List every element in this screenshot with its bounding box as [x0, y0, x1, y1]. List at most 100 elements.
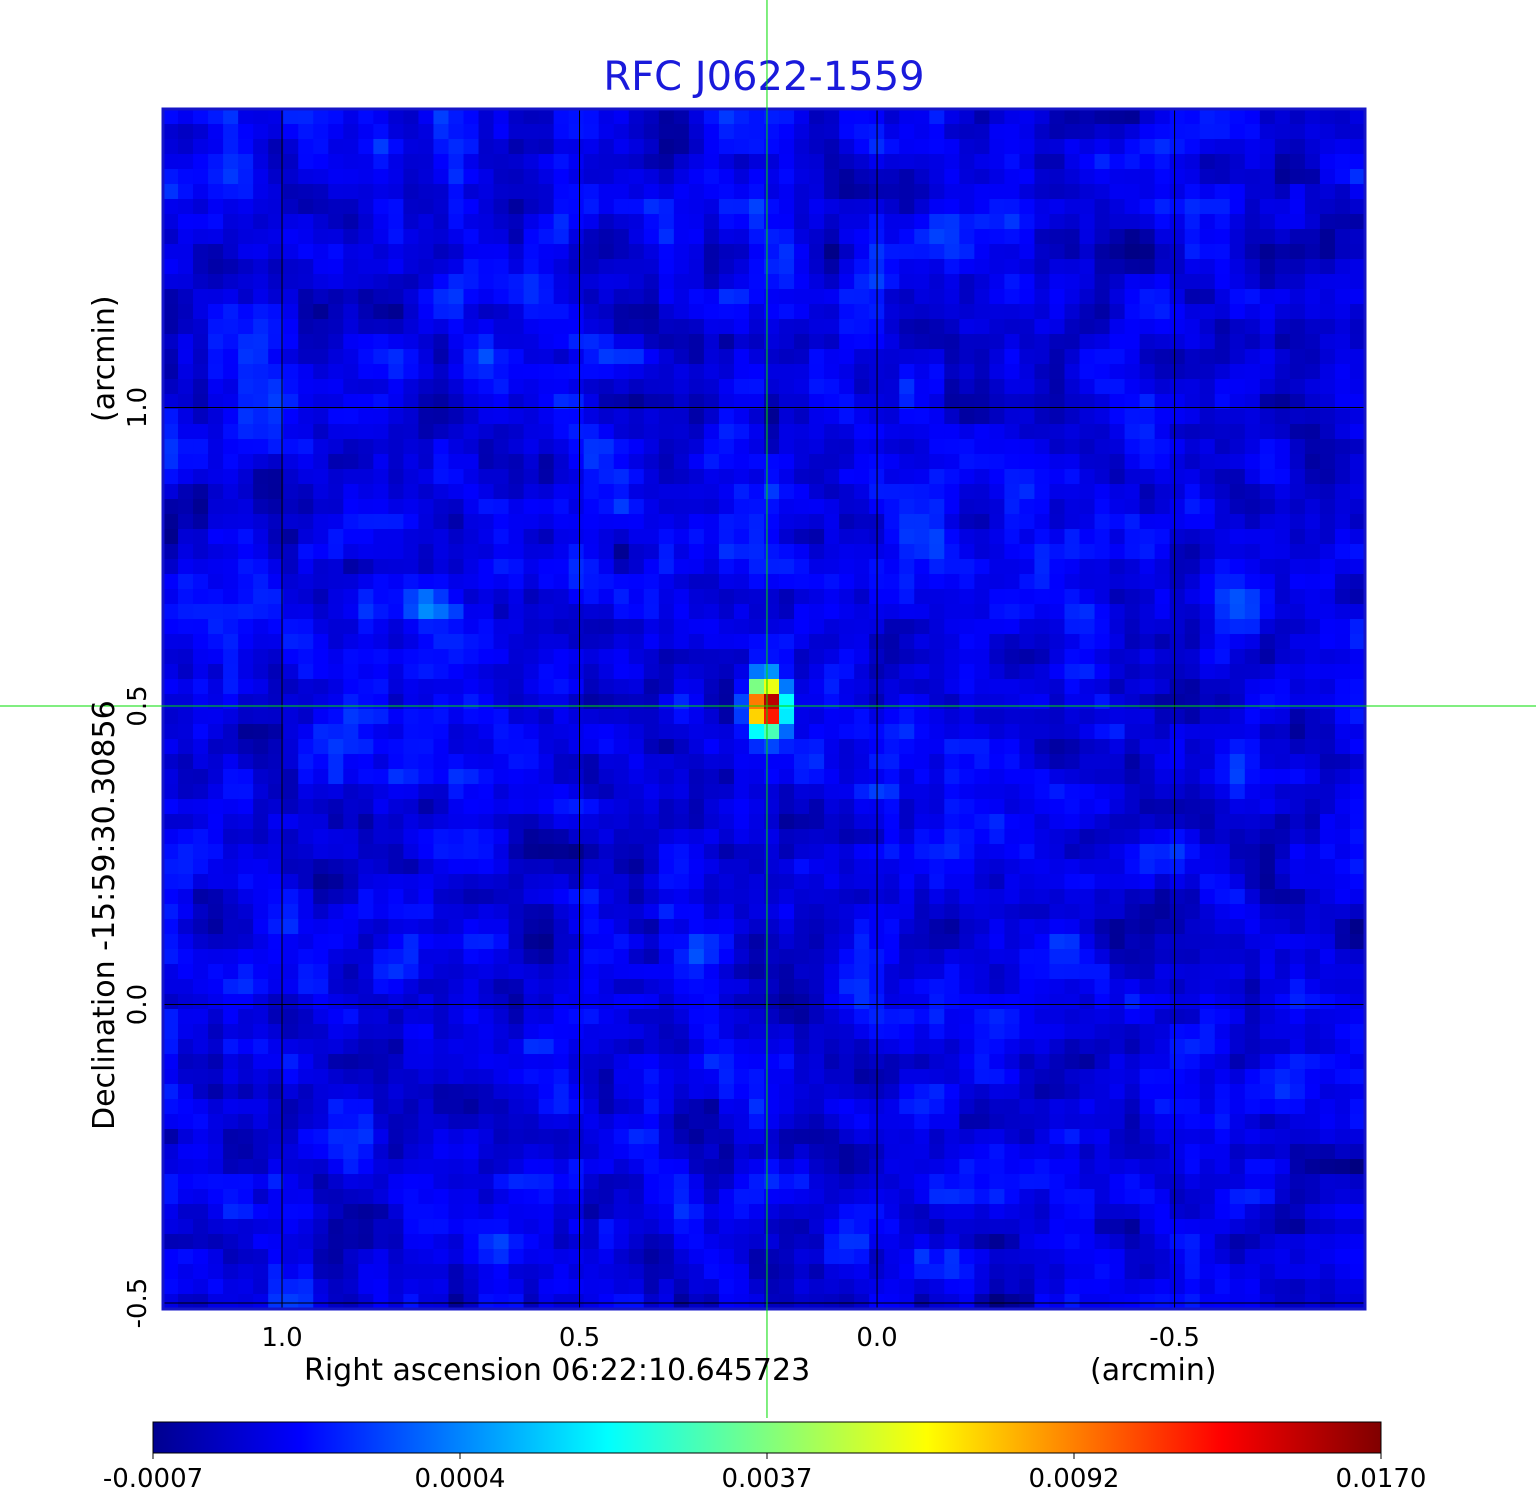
image-pixel: [313, 784, 329, 800]
image-pixel: [1109, 784, 1126, 800]
image-pixel: [974, 454, 990, 470]
image-pixel: [1259, 724, 1276, 740]
image-pixel: [854, 649, 870, 665]
image-pixel: [1079, 769, 1096, 785]
image-pixel: [1019, 274, 1036, 290]
image-pixel: [733, 799, 750, 815]
image-pixel: [583, 334, 600, 350]
image-pixel: [178, 769, 194, 785]
image-pixel: [1319, 1009, 1336, 1025]
image-pixel: [718, 469, 735, 485]
image-pixel: [628, 964, 645, 980]
image-pixel: [463, 364, 480, 380]
image-pixel: [508, 874, 525, 890]
image-pixel: [538, 409, 555, 425]
image-pixel: [523, 259, 540, 275]
image-pixel: [718, 769, 735, 785]
image-pixel: [1259, 1009, 1276, 1025]
image-pixel: [1184, 574, 1201, 590]
image-pixel: [1154, 919, 1171, 935]
image-pixel: [193, 769, 209, 785]
image-pixel: [899, 184, 915, 200]
image-pixel: [448, 169, 465, 185]
image-pixel: [343, 364, 359, 380]
image-pixel: [298, 1009, 314, 1025]
image-pixel: [733, 739, 750, 755]
image-pixel: [839, 244, 855, 260]
image-pixel: [403, 259, 420, 275]
image-pixel: [1124, 649, 1141, 665]
image-pixel: [283, 799, 299, 815]
image-pixel: [313, 139, 329, 155]
image-pixel: [1064, 694, 1081, 710]
image-pixel: [493, 589, 510, 605]
image-pixel: [658, 664, 675, 680]
image-pixel: [839, 889, 855, 905]
image-pixel: [673, 199, 690, 215]
image-pixel: [884, 829, 900, 845]
image-pixel: [899, 889, 915, 905]
image-pixel: [433, 754, 450, 770]
image-pixel: [1304, 319, 1321, 335]
image-pixel: [463, 274, 480, 290]
image-pixel: [418, 619, 435, 635]
image-pixel: [358, 979, 374, 995]
image-pixel: [223, 844, 239, 860]
image-pixel: [568, 874, 585, 890]
image-pixel: [884, 919, 900, 935]
image-pixel: [779, 754, 795, 770]
image-pixel: [1259, 394, 1276, 410]
image-pixel: [538, 964, 555, 980]
image-pixel: [493, 439, 510, 455]
image-pixel: [1259, 694, 1276, 710]
image-pixel: [193, 784, 209, 800]
image-pixel: [1019, 124, 1036, 140]
image-pixel: [358, 514, 374, 530]
image-pixel: [733, 889, 750, 905]
image-pixel: [1259, 529, 1276, 545]
image-pixel: [1019, 184, 1036, 200]
image-pixel: [508, 199, 525, 215]
image-pixel: [989, 724, 1006, 740]
image-pixel: [764, 859, 780, 875]
image-pixel: [178, 139, 194, 155]
image-pixel: [313, 739, 329, 755]
image-pixel: [223, 514, 239, 530]
image-pixel: [764, 259, 780, 275]
image-pixel: [764, 229, 780, 245]
image-pixel: [298, 289, 314, 305]
image-pixel: [643, 724, 660, 740]
image-pixel: [493, 274, 510, 290]
image-pixel: [1124, 1009, 1141, 1025]
image-pixel: [1019, 829, 1036, 845]
image-pixel: [809, 844, 825, 860]
image-pixel: [1304, 169, 1321, 185]
image-pixel: [1154, 439, 1171, 455]
image-pixel: [613, 799, 630, 815]
image-pixel: [568, 214, 585, 230]
image-pixel: [1229, 409, 1246, 425]
image-pixel: [418, 859, 435, 875]
image-pixel: [899, 904, 915, 920]
image-pixel: [1154, 739, 1171, 755]
image-pixel: [193, 124, 209, 140]
image-pixel: [974, 199, 990, 215]
image-pixel: [1214, 1024, 1231, 1040]
image-pixel: [809, 544, 825, 560]
image-pixel: [343, 289, 359, 305]
image-pixel: [613, 949, 630, 965]
image-pixel: [703, 964, 720, 980]
image-pixel: [1034, 349, 1051, 365]
image-pixel: [328, 544, 344, 560]
image-pixel: [1154, 529, 1171, 545]
image-pixel: [914, 724, 930, 740]
image-pixel: [884, 964, 900, 980]
image-pixel: [1334, 424, 1351, 440]
image-pixel: [493, 739, 510, 755]
image-pixel: [1139, 439, 1156, 455]
image-pixel: [1334, 649, 1351, 665]
image-pixel: [824, 199, 840, 215]
image-pixel: [508, 679, 525, 695]
image-pixel: [193, 334, 209, 350]
image-pixel: [929, 334, 945, 350]
